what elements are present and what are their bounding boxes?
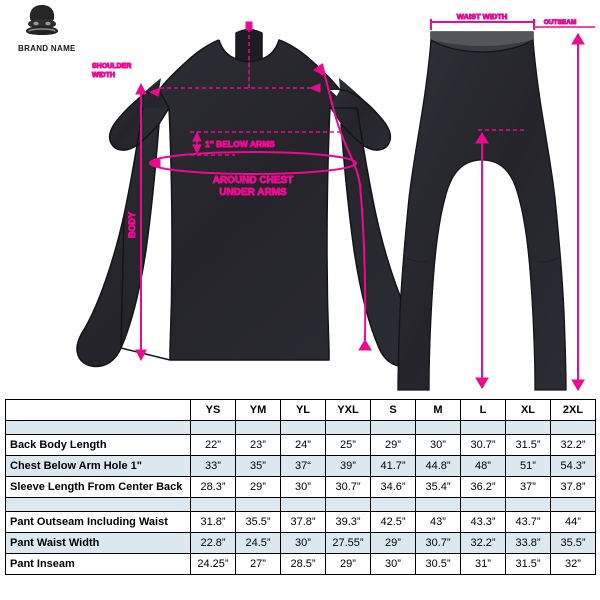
svg-text:WAIST WIDTH: WAIST WIDTH [457,12,507,21]
svg-text:1" BELOW ARMS: 1" BELOW ARMS [205,139,275,149]
svg-text:AROUND CHEST: AROUND CHEST [213,175,294,186]
svg-text:UNDER ARMS: UNDER ARMS [219,187,287,198]
svg-text:WIDTH: WIDTH [92,72,115,79]
svg-text:SHOULDER: SHOULDER [92,63,131,70]
svg-text:BODY: BODY [127,212,137,238]
svg-text:OUTSEAM: OUTSEAM [544,19,577,26]
